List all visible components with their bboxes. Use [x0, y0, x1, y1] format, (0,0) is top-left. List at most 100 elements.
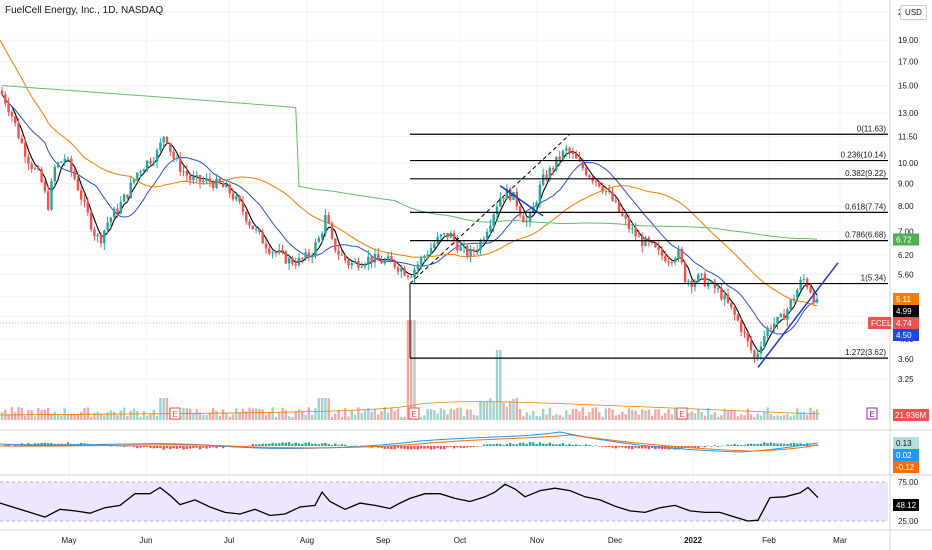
candle-body [466, 245, 469, 257]
volume-bar [660, 415, 664, 420]
macd-histogram-bar [594, 445, 598, 446]
volume-bar [740, 414, 743, 420]
volume-bar [614, 415, 617, 420]
candle-body [20, 138, 23, 144]
candle-body [716, 287, 720, 289]
candle-body [657, 247, 660, 250]
rsi-label-text: 48.12 [896, 501, 917, 510]
time-axis[interactable]: May Jun Jul Aug Sep Oct Nov Dec 2022 Feb Mar [61, 536, 847, 545]
macd-histogram-bar [462, 446, 466, 448]
volume-bar [192, 413, 195, 420]
volume-bar [578, 411, 581, 420]
macd-histogram-bar [215, 446, 218, 449]
macd-histogram-bar [386, 446, 390, 449]
macd-histogram-bar [390, 446, 393, 450]
macd-histogram-bar [545, 443, 548, 446]
macd-histogram-bar [416, 446, 419, 450]
macd-histogram-bar [608, 446, 611, 447]
candle-body [334, 238, 337, 251]
candle-body [410, 277, 413, 279]
volume-bar [264, 414, 268, 420]
volume-bar [697, 408, 700, 420]
candle-body [779, 314, 782, 317]
time-tick-label: 2022 [684, 536, 702, 545]
volume-bar [505, 406, 509, 420]
macd-histogram-bar [611, 446, 614, 448]
candle-body [103, 230, 106, 244]
candle-body [231, 193, 235, 200]
volume-bar [106, 412, 109, 420]
candle-body [287, 258, 291, 264]
macd-label-text: 0.13 [896, 439, 912, 448]
macd-histogram-bar [743, 444, 746, 446]
volume-bar [535, 415, 538, 420]
candle-body [89, 212, 93, 230]
volume-bar [779, 415, 782, 420]
macd-histogram-bar [459, 446, 462, 448]
volume-bar [763, 411, 766, 420]
macd-histogram-bar [723, 445, 726, 447]
candle-body [340, 254, 344, 256]
volume-bar [258, 408, 261, 420]
macd-histogram-bar [786, 443, 789, 446]
candle-body [565, 148, 568, 151]
macd-histogram-bar [162, 446, 165, 450]
macd-histogram-bar [155, 446, 159, 449]
candle-body [571, 152, 575, 154]
volume-bar [155, 415, 159, 420]
volume-bar [716, 416, 720, 420]
volume-bar [565, 410, 568, 420]
candle-body [423, 256, 426, 258]
macd-histogram-bar [380, 446, 383, 448]
candle-body [60, 161, 63, 163]
candle-body [122, 194, 126, 202]
fibonacci-levels[interactable]: 0(11.63) 0.236(10.14) 0.382(9.22) 0.618(7.7… [410, 124, 888, 359]
candle-body [129, 182, 132, 198]
volume-bar [23, 415, 27, 420]
currency-button[interactable]: USD [900, 5, 927, 20]
candle-body [452, 232, 456, 241]
candle-body [188, 175, 192, 181]
candle-body [525, 221, 528, 223]
macd-histogram-bar [116, 446, 119, 447]
volume-bar [439, 408, 443, 420]
volume-bar [575, 408, 578, 420]
macd-histogram-bar [254, 444, 258, 446]
volume-bar [162, 398, 165, 420]
candle-body [426, 254, 429, 257]
candle-body [624, 215, 627, 219]
macd-histogram-bar [314, 443, 317, 446]
macd-histogram-bar [575, 444, 578, 446]
volume-bar [753, 416, 756, 420]
macd-histogram-bar [707, 445, 710, 447]
volume-bar [317, 398, 320, 420]
candle-body [254, 229, 258, 231]
volume-bar [30, 410, 33, 420]
candle-body [594, 181, 598, 183]
volume-bar [703, 415, 707, 420]
candle-body [608, 191, 611, 193]
moving-averages [0, 39, 818, 353]
macd-histogram-bar [472, 446, 476, 447]
macd-histogram-bar [221, 446, 225, 449]
volume-bar [185, 408, 188, 420]
macd-histogram-bar [195, 446, 198, 448]
candle-body [713, 281, 716, 289]
volume-bar [499, 350, 502, 420]
macd-histogram-bar [654, 446, 657, 450]
candle-body [763, 336, 766, 347]
candle-body [126, 194, 129, 198]
macd-histogram-bar [542, 443, 545, 446]
macd-histogram-bar [14, 444, 17, 446]
volume-bar [287, 416, 291, 420]
macd-histogram-bar [703, 446, 707, 448]
trend-drawings[interactable] [409, 133, 839, 368]
macd-histogram-bar [535, 443, 538, 446]
volume-bar [294, 411, 297, 420]
macd-histogram-bar [268, 443, 271, 446]
price-label-text: 5.11 [896, 295, 912, 304]
macd-histogram-bar [726, 444, 730, 446]
candle-body [218, 178, 221, 184]
macd-histogram-bar [588, 444, 591, 446]
